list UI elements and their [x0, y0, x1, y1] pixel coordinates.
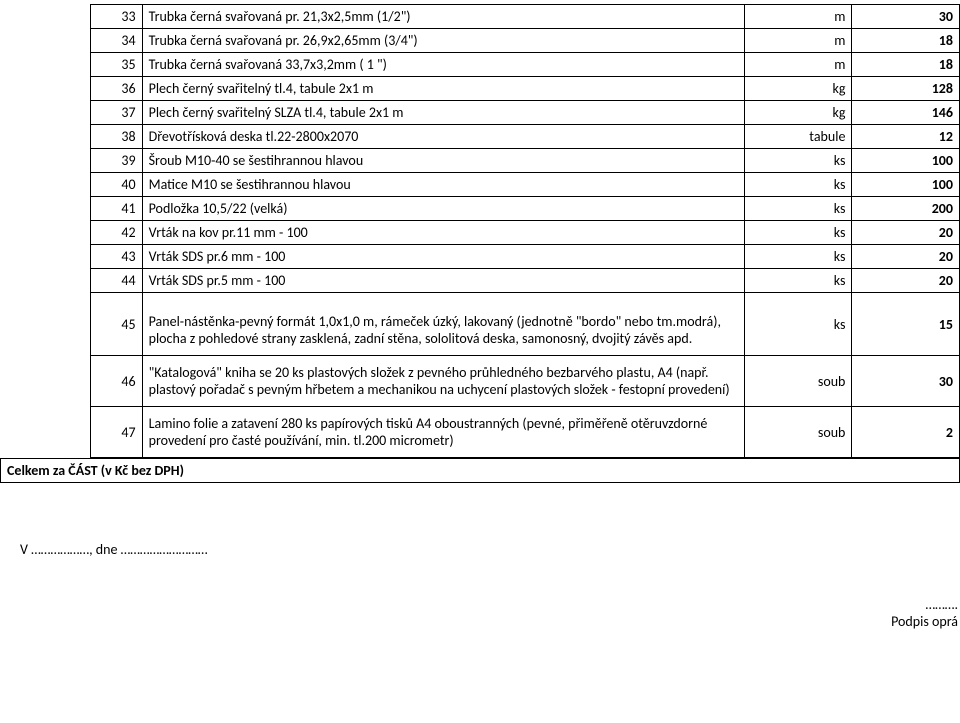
row-number: 37 [91, 101, 143, 125]
row-description: "Katalogová" kniha se 20 ks plastových s… [142, 356, 744, 407]
total-label: Celkem za ČÁST (v Kč bez DPH) [1, 459, 960, 483]
row-unit: ks [744, 149, 852, 173]
table-row: 47Lamino folie a zatavení 280 ks papírov… [91, 407, 960, 458]
row-description: Vrták SDS pr.6 mm - 100 [142, 245, 744, 269]
table-row: 33Trubka černá svařovaná pr. 21,3x2,5mm … [91, 5, 960, 29]
row-description: Plech černý svařitelný SLZA tl.4, tabule… [142, 101, 744, 125]
table-row: 46"Katalogová" kniha se 20 ks plastových… [91, 356, 960, 407]
row-number: 47 [91, 407, 143, 458]
table-row: 37Plech černý svařitelný SLZA tl.4, tabu… [91, 101, 960, 125]
row-number: 39 [91, 149, 143, 173]
row-unit: m [744, 5, 852, 29]
table-row: 43Vrták SDS pr.6 mm - 100ks20 [91, 245, 960, 269]
row-qty: 18 [852, 53, 960, 77]
row-description: Trubka černá svařovaná pr. 26,9x2,65mm (… [142, 29, 744, 53]
row-unit: ks [744, 221, 852, 245]
row-description: Trubka černá svařovaná pr. 21,3x2,5mm (1… [142, 5, 744, 29]
row-qty: 20 [852, 269, 960, 293]
row-number: 44 [91, 269, 143, 293]
row-description: Trubka černá svařovaná 33,7x3,2mm ( 1 ") [142, 53, 744, 77]
row-qty: 100 [852, 149, 960, 173]
row-qty: 20 [852, 221, 960, 245]
table-row: 40Matice M10 se šestihrannou hlavouks100 [91, 173, 960, 197]
row-description: Šroub M10-40 se šestihrannou hlavou [142, 149, 744, 173]
row-unit: ks [744, 293, 852, 356]
row-unit: tabule [744, 125, 852, 149]
row-number: 41 [91, 197, 143, 221]
row-number: 40 [91, 173, 143, 197]
row-description: Vrták na kov pr.11 mm - 100 [142, 221, 744, 245]
row-number: 36 [91, 77, 143, 101]
footer-signature-label: Podpis oprá [0, 613, 958, 630]
row-number: 45 [91, 293, 143, 356]
row-number: 46 [91, 356, 143, 407]
row-unit: ks [744, 245, 852, 269]
row-number: 34 [91, 29, 143, 53]
row-description: Lamino folie a zatavení 280 ks papírovýc… [142, 407, 744, 458]
table-row: 44Vrták SDS pr.5 mm - 100ks20 [91, 269, 960, 293]
row-unit: kg [744, 101, 852, 125]
row-qty: 12 [852, 125, 960, 149]
row-description: Dřevotřísková deska tl.22-2800x2070 [142, 125, 744, 149]
row-description: Plech černý svařitelný tl.4, tabule 2x1 … [142, 77, 744, 101]
row-unit: m [744, 29, 852, 53]
row-number: 43 [91, 245, 143, 269]
row-description: Panel-nástěnka-pevný formát 1,0x1,0 m, r… [142, 293, 744, 356]
row-description: Vrták SDS pr.5 mm - 100 [142, 269, 744, 293]
row-qty: 30 [852, 5, 960, 29]
row-qty: 128 [852, 77, 960, 101]
row-unit: soub [744, 356, 852, 407]
row-qty: 146 [852, 101, 960, 125]
row-number: 35 [91, 53, 143, 77]
row-unit: ks [744, 197, 852, 221]
materials-table: 33Trubka černá svařovaná pr. 21,3x2,5mm … [90, 4, 960, 458]
row-description: Matice M10 se šestihrannou hlavou [142, 173, 744, 197]
row-qty: 18 [852, 29, 960, 53]
table-row: 41Podložka 10,5/22 (velká)ks200 [91, 197, 960, 221]
row-unit: kg [744, 77, 852, 101]
total-row: Celkem za ČÁST (v Kč bez DPH) [1, 459, 960, 483]
table-row: 38Dřevotřísková deska tl.22-2800x2070tab… [91, 125, 960, 149]
row-number: 33 [91, 5, 143, 29]
row-number: 42 [91, 221, 143, 245]
table-row: 42Vrták na kov pr.11 mm - 100ks20 [91, 221, 960, 245]
row-unit: m [744, 53, 852, 77]
row-qty: 100 [852, 173, 960, 197]
footer-dots: ………. [0, 596, 958, 613]
table-row: 34Trubka černá svařovaná pr. 26,9x2,65mm… [91, 29, 960, 53]
row-qty: 2 [852, 407, 960, 458]
row-qty: 30 [852, 356, 960, 407]
table-row: 36Plech černý svařitelný tl.4, tabule 2x… [91, 77, 960, 101]
table-row: 39Šroub M10-40 se šestihrannou hlavouks1… [91, 149, 960, 173]
footer-place-date: V ………………, dne ……………………… [20, 541, 208, 558]
row-unit: ks [744, 269, 852, 293]
row-unit: soub [744, 407, 852, 458]
row-description: Podložka 10,5/22 (velká) [142, 197, 744, 221]
row-qty: 200 [852, 197, 960, 221]
row-qty: 15 [852, 293, 960, 356]
row-qty: 20 [852, 245, 960, 269]
table-row: 45Panel-nástěnka-pevný formát 1,0x1,0 m,… [91, 293, 960, 356]
table-row: 35Trubka černá svařovaná 33,7x3,2mm ( 1 … [91, 53, 960, 77]
row-number: 38 [91, 125, 143, 149]
row-unit: ks [744, 173, 852, 197]
